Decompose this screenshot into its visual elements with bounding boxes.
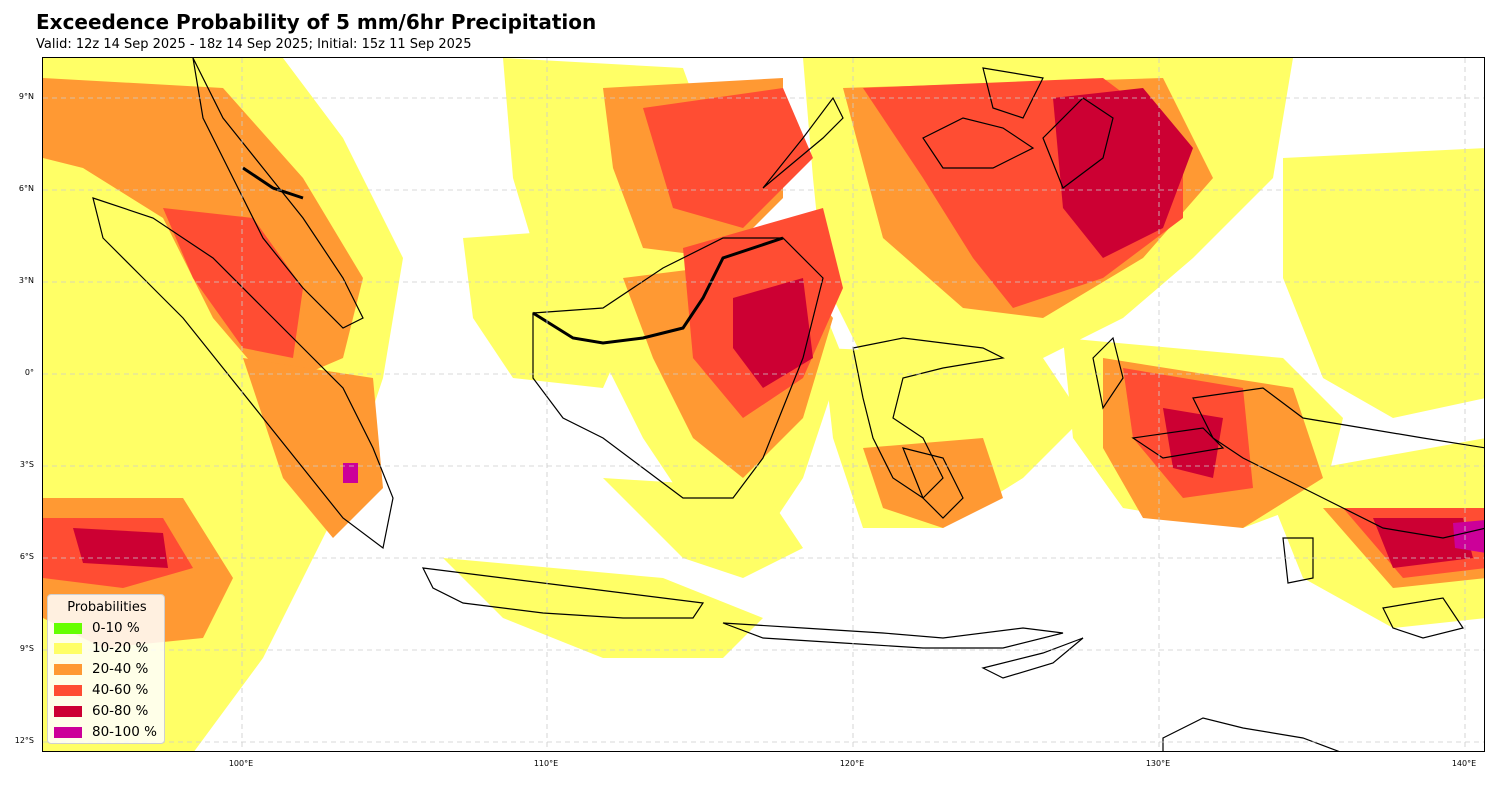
lon-tick-label: 100°E: [228, 759, 254, 768]
legend-swatch: [54, 663, 82, 675]
legend-label: 60-80 %: [92, 703, 149, 719]
legend-item: 40-60 %: [54, 682, 148, 698]
lat-tick-label: 9°N: [18, 92, 34, 101]
shade-orange-sumatra-south: [243, 358, 383, 538]
legend-label: 80-100 %: [92, 724, 157, 740]
shade-darkred-borneo: [733, 278, 813, 388]
lat-tick-label: 3°N: [18, 276, 34, 285]
map-title: Exceedence Probability of 5 mm/6hr Preci…: [36, 10, 597, 34]
shade-darkred-philippines: [1053, 88, 1193, 258]
lat-tick-label: 9°S: [19, 644, 34, 653]
coast-seram: [1131, 427, 1225, 459]
lon-tick-label: 130°E: [1145, 759, 1171, 768]
coast-sumatra: [92, 197, 394, 550]
gridlines: [43, 58, 1484, 751]
lat-tick-label: 6°S: [19, 552, 34, 561]
legend-label: 10-20 %: [92, 640, 149, 656]
legend-swatch: [54, 622, 82, 634]
border-thailand-malaysia: [242, 166, 304, 200]
coast-philippines-visayas: [922, 117, 1035, 169]
coast-borneo: [532, 237, 824, 499]
legend-swatch: [54, 684, 82, 696]
legend-label: 20-40 %: [92, 661, 149, 677]
legend-item: 80-100 %: [54, 724, 157, 740]
legend: Probabilities 0-10 % 10-20 % 20-40 % 40-…: [47, 594, 165, 744]
coast-new-guinea-south: [1382, 597, 1464, 639]
coast-aru: [1282, 537, 1314, 584]
shade-magenta-new-guinea: [1453, 520, 1484, 553]
coast-new-guinea: [1192, 387, 1484, 539]
lat-tick-label: 0°: [24, 368, 34, 377]
lon-tick-label: 110°E: [533, 759, 559, 768]
shade-redorange-sumatra: [163, 208, 303, 358]
coast-philippines-mindanao: [1042, 97, 1114, 189]
legend-swatch: [54, 705, 82, 717]
map-panel: [42, 57, 1485, 752]
precipitation-map: [43, 58, 1484, 751]
shade-yellow-east-pacific: [1283, 148, 1484, 418]
shade-yellow-java-sea: [603, 478, 803, 578]
probability-shading: [43, 58, 1484, 751]
legend-label: 40-60 %: [92, 682, 149, 698]
coast-philippines-palawan: [762, 96, 844, 189]
shade-orange-sulawesi: [863, 438, 1003, 528]
legend-item: 60-80 %: [54, 703, 148, 719]
legend-swatch: [54, 726, 82, 738]
coast-australia-north: [1162, 717, 1340, 751]
coast-sulawesi-southeast: [902, 447, 964, 519]
legend-swatch: [54, 642, 82, 654]
coast-timor: [981, 637, 1084, 679]
legend-label: 0-10 %: [92, 620, 140, 636]
shade-redorange-scs: [643, 88, 813, 228]
coast-malay-peninsula: [192, 58, 364, 329]
lat-tick-label: 6°N: [18, 184, 34, 193]
legend-item: 0-10 %: [54, 620, 140, 636]
shade-magenta-sumatra: [343, 463, 358, 483]
shade-yellow-borneo-west: [463, 228, 643, 388]
shade-darkred-banda: [1163, 408, 1223, 478]
coast-halmahera: [1092, 336, 1124, 410]
coast-mindanao-south: [982, 67, 1044, 119]
map-subtitle: Valid: 12z 14 Sep 2025 - 18z 14 Sep 2025…: [36, 37, 472, 52]
borders: [242, 166, 784, 345]
lon-tick-label: 120°E: [839, 759, 865, 768]
lat-tick-label: 3°S: [19, 460, 34, 469]
coast-nusa-tenggara: [722, 622, 1064, 649]
border-malaysia-indonesia: [532, 236, 784, 345]
shade-darkred-west-ocean: [73, 528, 168, 568]
legend-item: 20-40 %: [54, 661, 148, 677]
lon-tick-label: 140°E: [1451, 759, 1477, 768]
coastlines: [92, 58, 1484, 751]
coast-java: [421, 567, 705, 619]
shade-yellow-nusa: [443, 558, 763, 658]
lat-tick-label: 12°S: [14, 736, 34, 745]
legend-item: 10-20 %: [54, 640, 148, 656]
legend-title: Probabilities: [67, 600, 147, 615]
coast-sulawesi: [852, 337, 1005, 499]
